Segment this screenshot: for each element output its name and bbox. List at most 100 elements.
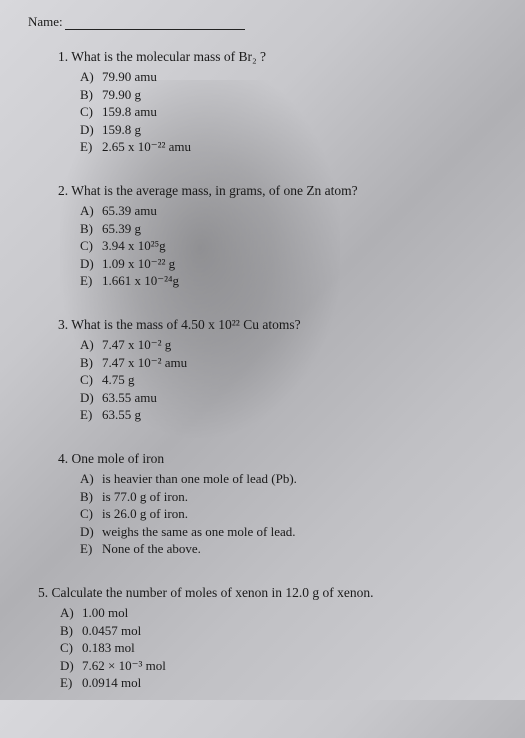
- option-text: 7.47 x 10⁻² g: [102, 337, 171, 352]
- question-4: 4. One mole of iron A)is heavier than on…: [58, 450, 497, 558]
- question-text: 5. Calculate the number of moles of xeno…: [38, 584, 497, 602]
- option-text: 0.0457 mol: [82, 623, 141, 638]
- option-text: 7.47 x 10⁻² amu: [102, 355, 187, 370]
- option-text: 65.39 amu: [102, 203, 157, 218]
- option: A)79.90 amu: [80, 68, 497, 86]
- option-text: 159.8 g: [102, 122, 141, 137]
- option-letter: C): [80, 103, 102, 121]
- option-text: 63.55 amu: [102, 390, 157, 405]
- option-text: 79.90 amu: [102, 69, 157, 84]
- option-letter: C): [80, 371, 102, 389]
- option-letter: B): [80, 354, 102, 372]
- question-prompt: What is the molecular mass of Br₂ ?: [71, 49, 266, 64]
- name-label: Name:: [28, 14, 63, 29]
- worksheet-page: Name: 1. What is the molecular mass of B…: [0, 0, 525, 738]
- option-letter: D): [80, 389, 102, 407]
- option-letter: A): [80, 336, 102, 354]
- option: B)0.0457 mol: [60, 622, 497, 640]
- name-field-row: Name:: [28, 14, 497, 30]
- option-text: 1.09 x 10⁻²² g: [102, 256, 175, 271]
- option-letter: C): [80, 505, 102, 523]
- option: B)7.47 x 10⁻² amu: [80, 354, 497, 372]
- options-list: A)79.90 amu B)79.90 g C)159.8 amu D)159.…: [58, 68, 497, 156]
- option: E)None of the above.: [80, 540, 497, 558]
- option-text: is 26.0 g of iron.: [102, 506, 188, 521]
- question-1: 1. What is the molecular mass of Br₂ ? A…: [58, 48, 497, 156]
- question-text: 1. What is the molecular mass of Br₂ ?: [58, 48, 497, 66]
- question-prompt: What is the mass of 4.50 x 10²² Cu atoms…: [71, 317, 300, 332]
- option-letter: E): [80, 540, 102, 558]
- option-letter: D): [60, 657, 82, 675]
- option: E)0.0914 mol: [60, 674, 497, 692]
- option-letter: B): [80, 220, 102, 238]
- option-text: 0.183 mol: [82, 640, 135, 655]
- question-number: 5.: [38, 585, 48, 600]
- option-text: 1.00 mol: [82, 605, 128, 620]
- question-number: 1.: [58, 49, 68, 64]
- option: B)79.90 g: [80, 86, 497, 104]
- option-text: is heavier than one mole of lead (Pb).: [102, 471, 297, 486]
- option: A)7.47 x 10⁻² g: [80, 336, 497, 354]
- option-letter: E): [60, 674, 82, 692]
- options-list: A)7.47 x 10⁻² g B)7.47 x 10⁻² amu C)4.75…: [58, 336, 497, 424]
- question-prompt: Calculate the number of moles of xenon i…: [52, 585, 374, 600]
- option-letter: E): [80, 138, 102, 156]
- question-prompt: What is the average mass, in grams, of o…: [71, 183, 357, 198]
- option: C)0.183 mol: [60, 639, 497, 657]
- question-number: 4.: [58, 451, 68, 466]
- option: A)1.00 mol: [60, 604, 497, 622]
- option: D)159.8 g: [80, 121, 497, 139]
- options-list: A)is heavier than one mole of lead (Pb).…: [58, 470, 497, 558]
- question-text: 3. What is the mass of 4.50 x 10²² Cu at…: [58, 316, 497, 334]
- option-letter: B): [80, 488, 102, 506]
- option: E)2.65 x 10⁻²² amu: [80, 138, 497, 156]
- option: D)1.09 x 10⁻²² g: [80, 255, 497, 273]
- option: D)63.55 amu: [80, 389, 497, 407]
- option: D)weighs the same as one mole of lead.: [80, 523, 497, 541]
- question-3: 3. What is the mass of 4.50 x 10²² Cu at…: [58, 316, 497, 424]
- option: E)63.55 g: [80, 406, 497, 424]
- option: C)159.8 amu: [80, 103, 497, 121]
- option-letter: A): [80, 470, 102, 488]
- question-5: 5. Calculate the number of moles of xeno…: [38, 584, 497, 692]
- option: B)65.39 g: [80, 220, 497, 238]
- option-text: 2.65 x 10⁻²² amu: [102, 139, 191, 154]
- question-text: 4. One mole of iron: [58, 450, 497, 468]
- option-text: 63.55 g: [102, 407, 141, 422]
- name-blank-line: [65, 29, 245, 30]
- option-letter: B): [60, 622, 82, 640]
- question-prompt: One mole of iron: [72, 451, 165, 466]
- option-letter: D): [80, 255, 102, 273]
- option-text: 4.75 g: [102, 372, 135, 387]
- option-text: 159.8 amu: [102, 104, 157, 119]
- option: E)1.661 x 10⁻²⁴g: [80, 272, 497, 290]
- question-text: 2. What is the average mass, in grams, o…: [58, 182, 497, 200]
- option-text: 79.90 g: [102, 87, 141, 102]
- options-list: A)1.00 mol B)0.0457 mol C)0.183 mol D)7.…: [38, 604, 497, 692]
- option-letter: E): [80, 272, 102, 290]
- option: C)3.94 x 10²⁵g: [80, 237, 497, 255]
- option-text: weighs the same as one mole of lead.: [102, 524, 296, 539]
- question-number: 2.: [58, 183, 68, 198]
- option-text: is 77.0 g of iron.: [102, 489, 188, 504]
- option-text: 1.661 x 10⁻²⁴g: [102, 273, 179, 288]
- option: A)65.39 amu: [80, 202, 497, 220]
- option-text: 3.94 x 10²⁵g: [102, 238, 166, 253]
- option: C)is 26.0 g of iron.: [80, 505, 497, 523]
- option-letter: D): [80, 523, 102, 541]
- option-letter: A): [60, 604, 82, 622]
- options-list: A)65.39 amu B)65.39 g C)3.94 x 10²⁵g D)1…: [58, 202, 497, 290]
- option-text: 0.0914 mol: [82, 675, 141, 690]
- option: D)7.62 × 10⁻³ mol: [60, 657, 497, 675]
- option-letter: C): [80, 237, 102, 255]
- option-text: 65.39 g: [102, 221, 141, 236]
- option-text: 7.62 × 10⁻³ mol: [82, 658, 166, 673]
- option: B)is 77.0 g of iron.: [80, 488, 497, 506]
- option-letter: E): [80, 406, 102, 424]
- option: A)is heavier than one mole of lead (Pb).: [80, 470, 497, 488]
- option: C)4.75 g: [80, 371, 497, 389]
- option-letter: A): [80, 202, 102, 220]
- option-letter: D): [80, 121, 102, 139]
- option-letter: C): [60, 639, 82, 657]
- option-letter: B): [80, 86, 102, 104]
